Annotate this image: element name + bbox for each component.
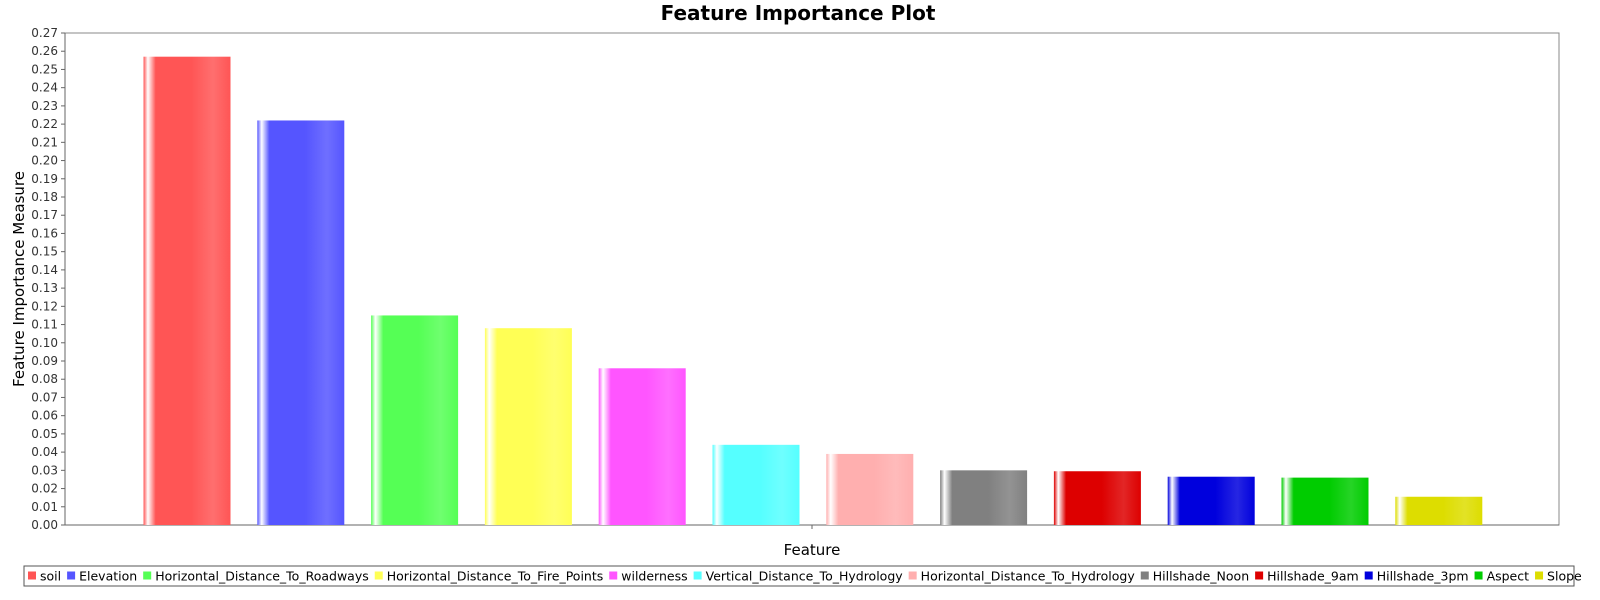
legend-swatch: [67, 571, 76, 580]
y-tick-label: 0.11: [31, 318, 58, 332]
bar-Slope: [1395, 496, 1483, 525]
y-tick-label: 0.00: [31, 518, 58, 532]
bar-wilderness: [598, 368, 686, 525]
legend-swatch: [374, 571, 383, 580]
legend-swatch: [908, 571, 917, 580]
legend-swatch: [1140, 571, 1149, 580]
legend: soil Elevation Horizontal_Distance_To_Road…: [23, 565, 1582, 587]
y-axis: 0.00 0.01 0.02 0.03 0.04 0.05 0.06 0.07 0.08 0.09…: [31, 26, 66, 532]
legend-label: Aspect: [1487, 569, 1530, 584]
y-tick-label: 0.09: [31, 354, 58, 368]
y-tick-label: 0.17: [31, 208, 58, 222]
legend-label: Horizontal_Distance_To_Roadways: [155, 569, 369, 584]
y-tick-label: 0.26: [31, 44, 58, 58]
bar-Horizontal_Distance_To_Hydrology: [826, 453, 914, 525]
y-axis-title: Feature Importance Measure: [10, 171, 28, 387]
y-tick-label: 0.24: [31, 81, 58, 95]
legend-label: Hillshade_Noon: [1153, 569, 1249, 584]
y-tick-label: 0.16: [31, 226, 58, 240]
bar-Elevation: [257, 120, 345, 525]
y-tick-label: 0.03: [31, 463, 58, 477]
legend-label: Horizontal_Distance_To_Fire_Points: [387, 569, 604, 584]
legend-label: wilderness: [621, 569, 687, 584]
legend-label: Hillshade_9am: [1267, 569, 1359, 584]
legend-label: Vertical_Distance_To_Hydrology: [706, 569, 904, 584]
legend-frame: [23, 565, 1575, 587]
legend-swatch: [143, 571, 152, 580]
y-tick-label: 0.20: [31, 154, 58, 168]
y-tick-label: 0.15: [31, 245, 58, 259]
bar-soil: [143, 56, 231, 525]
y-tick-label: 0.27: [31, 26, 58, 40]
y-tick-label: 0.21: [31, 135, 58, 149]
y-tick-label: 0.06: [31, 409, 58, 423]
legend-swatch: [1535, 571, 1544, 580]
y-tick-label: 0.25: [31, 62, 58, 76]
y-tick-label: 0.12: [31, 299, 58, 313]
x-axis-title: Feature: [784, 541, 841, 559]
legend-swatch: [1364, 571, 1373, 580]
y-tick-label: 0.02: [31, 482, 58, 496]
y-tick-label: 0.13: [31, 281, 58, 295]
legend-swatch: [1255, 571, 1264, 580]
y-tick-label: 0.05: [31, 427, 58, 441]
legend-label: Hillshade_3pm: [1377, 569, 1469, 584]
y-tick-label: 0.10: [31, 336, 58, 350]
y-tick-label: 0.01: [31, 500, 58, 514]
y-tick-label: 0.23: [31, 99, 58, 113]
y-tick-label: 0.22: [31, 117, 58, 131]
y-tick-label: 0.04: [31, 445, 58, 459]
legend-swatch: [693, 571, 702, 580]
x-axis: [65, 524, 1559, 529]
y-tick-label: 0.18: [31, 190, 58, 204]
legend-label: Horizontal_Distance_To_Hydrology: [921, 569, 1136, 584]
bar-Hillshade_9am: [1053, 471, 1141, 525]
legend-swatch: [28, 571, 36, 580]
bar-Horizontal_Distance_To_Roadways: [371, 315, 459, 525]
bar-group: [143, 56, 1483, 525]
legend-label: soil: [40, 569, 61, 584]
y-tick-label: 0.08: [31, 372, 58, 386]
bar-Hillshade_Noon: [940, 470, 1028, 525]
bar-Hillshade_3pm: [1167, 476, 1255, 525]
y-tick-label: 0.14: [31, 263, 58, 277]
legend-swatch: [1474, 571, 1483, 580]
bar-Vertical_Distance_To_Hydrology: [712, 444, 800, 525]
bar-Horizontal_Distance_To_Fire_Points: [484, 328, 572, 525]
legend-label: Slope: [1547, 569, 1582, 584]
bar-Aspect: [1281, 477, 1369, 525]
legend-label: Elevation: [79, 569, 137, 584]
legend-swatch: [609, 571, 618, 580]
y-tick-label: 0.19: [31, 172, 58, 186]
chart-title: Feature Importance Plot: [661, 1, 936, 25]
y-tick-label: 0.07: [31, 390, 58, 404]
